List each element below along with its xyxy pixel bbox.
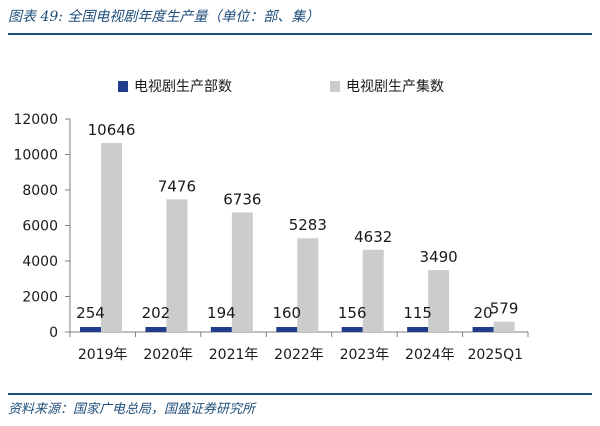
data-label-episodes: 5283 — [289, 216, 327, 234]
chart-bars — [80, 143, 515, 332]
x-category-label: 2021年 — [209, 347, 259, 363]
bar-dept — [407, 327, 429, 332]
y-tick-label: 2000 — [22, 290, 58, 306]
x-category-label: 2019年 — [78, 347, 128, 363]
bar-dept — [341, 327, 363, 332]
x-category-label: 2025Q1 — [468, 347, 524, 363]
x-category-label: 2020年 — [143, 347, 193, 363]
x-category-label: 2022年 — [274, 347, 324, 363]
data-label-dept: 254 — [76, 304, 105, 322]
legend-swatch-episodes — [330, 81, 340, 92]
bar-episodes — [297, 238, 319, 332]
bar-episodes — [231, 212, 253, 332]
data-label-episodes: 579 — [490, 300, 519, 318]
legend-label-episodes: 电视剧生产集数 — [346, 78, 444, 95]
x-category-label: 2023年 — [340, 347, 390, 363]
figure-title: 图表 49: 全国电视剧年度生产量（单位：部、集） — [8, 9, 320, 25]
bar-dept — [472, 327, 494, 332]
source-note: 资料来源：国家广电总局，国盛证券研究所 — [8, 402, 256, 417]
chart-data-labels: 254 10646 202 7476 194 6736 160 5283 156 4632 115 3… — [76, 121, 518, 322]
data-label-dept: 20 — [474, 304, 493, 322]
data-label-dept: 156 — [338, 304, 367, 322]
data-label-dept: 160 — [272, 304, 301, 322]
y-tick-label: 8000 — [22, 183, 58, 199]
x-category-label: 2024年 — [405, 347, 455, 363]
title-rule — [8, 33, 592, 35]
source-rule — [8, 393, 592, 395]
bar-episodes — [428, 270, 450, 332]
bar-dept — [276, 327, 298, 332]
data-label-episodes: 6736 — [223, 190, 261, 208]
legend-label-dept: 电视剧生产部数 — [134, 79, 232, 95]
data-label-dept: 115 — [403, 304, 432, 322]
bar-episodes — [493, 321, 515, 332]
bar-episodes — [166, 199, 188, 332]
y-tick-label: 10000 — [13, 148, 58, 164]
bar-episodes — [101, 143, 122, 332]
y-tick-label: 12000 — [13, 112, 58, 128]
y-tick-label: 6000 — [22, 219, 58, 235]
y-tick-label: 0 — [49, 325, 58, 341]
data-label-dept: 202 — [142, 304, 171, 322]
legend-swatch-dept — [118, 81, 128, 92]
bar-dept — [210, 327, 232, 332]
data-label-episodes: 3490 — [420, 248, 458, 266]
data-label-episodes: 4632 — [354, 228, 392, 246]
bar-dept — [145, 327, 167, 332]
bar-episodes — [362, 249, 384, 332]
data-label-dept: 194 — [207, 304, 236, 322]
chart-legend: 电视剧生产部数 电视剧生产集数 — [118, 78, 444, 95]
y-tick-label: 4000 — [22, 254, 58, 270]
data-label-episodes: 10646 — [88, 121, 136, 139]
data-label-episodes: 7476 — [158, 177, 196, 195]
bar-dept — [80, 327, 101, 332]
